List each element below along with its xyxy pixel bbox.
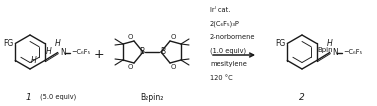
Text: (5.0 equiv): (5.0 equiv) — [40, 94, 76, 100]
Text: O: O — [171, 34, 176, 40]
Text: 2(C₆F₅)₃P: 2(C₆F₅)₃P — [210, 20, 240, 27]
Text: N: N — [333, 48, 339, 57]
Text: Bpin: Bpin — [318, 47, 333, 54]
Text: 2: 2 — [299, 93, 305, 102]
Text: H: H — [46, 47, 52, 56]
Text: FG: FG — [3, 39, 13, 48]
Text: N: N — [61, 48, 66, 57]
Text: O: O — [128, 34, 133, 40]
Text: 120 °C: 120 °C — [210, 75, 233, 80]
Text: B: B — [139, 47, 144, 56]
Text: H: H — [327, 40, 333, 49]
Text: +: + — [94, 49, 104, 61]
Text: 2-norbornene: 2-norbornene — [210, 34, 256, 40]
Text: B₂pin₂: B₂pin₂ — [140, 93, 164, 102]
Text: −C₆F₅: −C₆F₅ — [343, 50, 362, 56]
Text: Irᴵ cat.: Irᴵ cat. — [210, 7, 230, 13]
Text: H: H — [31, 56, 37, 65]
Text: O: O — [171, 64, 176, 70]
Text: FG: FG — [275, 39, 285, 48]
Text: B: B — [160, 47, 165, 56]
Text: H: H — [55, 40, 61, 49]
Text: (1.0 equiv): (1.0 equiv) — [210, 47, 246, 54]
Text: 1: 1 — [26, 93, 32, 102]
Text: mesitylene: mesitylene — [210, 61, 247, 67]
Text: O: O — [128, 64, 133, 70]
Text: −C₆F₅: −C₆F₅ — [71, 50, 90, 56]
